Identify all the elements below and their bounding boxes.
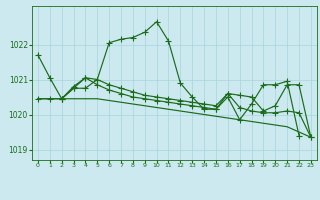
Text: Graphe pression niveau de la mer (hPa): Graphe pression niveau de la mer (hPa) <box>63 183 257 192</box>
